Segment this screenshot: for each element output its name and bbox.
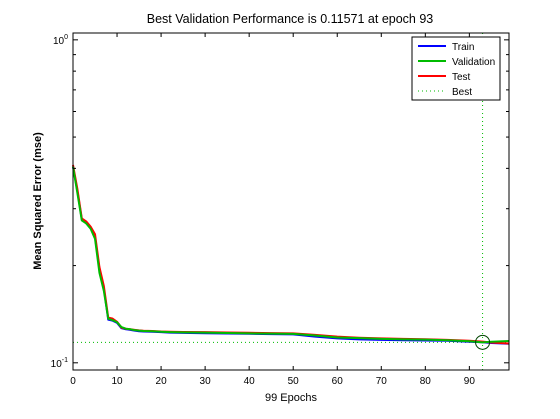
chart-title: Best Validation Performance is 0.11571 a… <box>147 12 434 26</box>
y-axis-label: Mean Squared Error (mse) <box>32 132 44 270</box>
y-tick-label: 100 <box>53 34 68 47</box>
plot-frame <box>72 32 510 371</box>
legend: Train Validation Test Best <box>411 36 501 101</box>
plot-content <box>72 33 510 370</box>
y-axis-ticks: 10-1 100 <box>51 34 509 370</box>
x-tick-label: 70 <box>376 376 388 387</box>
x-axis-ticks: 0 10 20 30 40 50 60 70 80 90 <box>70 33 475 387</box>
x-tick-label: 80 <box>420 376 432 387</box>
series-line-validation <box>72 166 510 344</box>
x-tick-label: 50 <box>288 376 300 387</box>
legend-label-test: Test <box>452 72 471 83</box>
x-tick-label: 90 <box>464 376 476 387</box>
x-tick-label: 20 <box>156 376 168 387</box>
best-point-marker <box>475 334 491 350</box>
legend-label-validation: Validation <box>452 57 495 68</box>
x-tick-label: 60 <box>332 376 344 387</box>
x-tick-label: 40 <box>244 376 256 387</box>
legend-box <box>411 36 501 101</box>
x-tick-label: 10 <box>111 376 123 387</box>
y-tick-label: 10-1 <box>51 357 68 370</box>
x-tick-label: 0 <box>70 376 76 387</box>
legend-label-train: Train <box>452 42 474 53</box>
legend-label-best: Best <box>452 87 472 98</box>
x-axis-label: 99 Epochs <box>265 392 317 404</box>
x-tick-label: 30 <box>200 376 212 387</box>
